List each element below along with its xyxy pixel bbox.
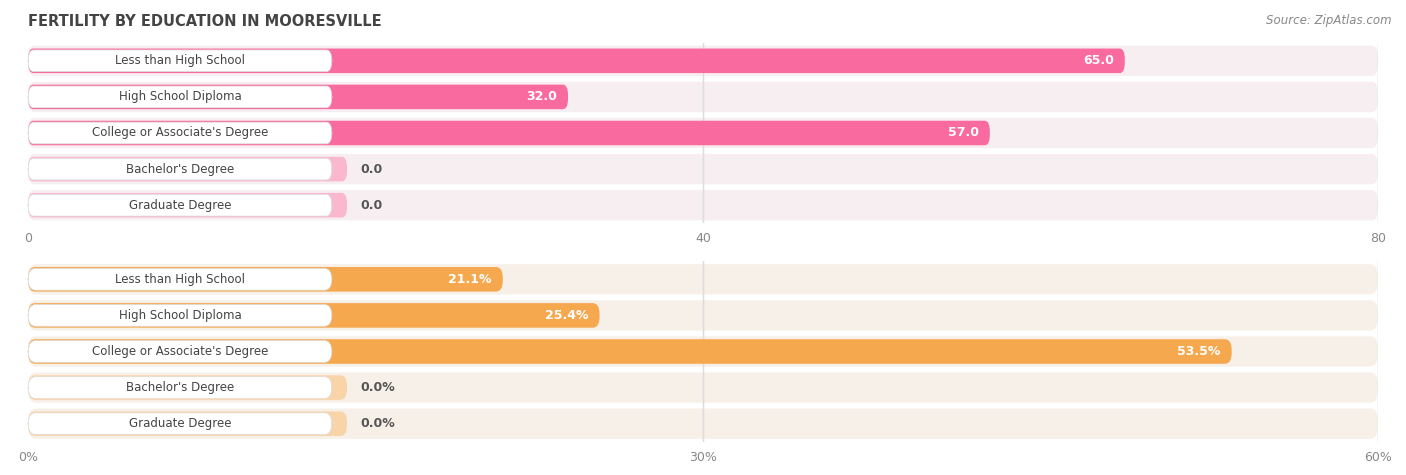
FancyBboxPatch shape [28, 377, 332, 399]
FancyBboxPatch shape [28, 264, 1378, 294]
Text: 0.0%: 0.0% [360, 381, 395, 394]
FancyBboxPatch shape [28, 413, 332, 435]
FancyBboxPatch shape [28, 48, 1125, 73]
FancyBboxPatch shape [28, 122, 332, 144]
FancyBboxPatch shape [28, 121, 990, 145]
Text: 53.5%: 53.5% [1177, 345, 1220, 358]
FancyBboxPatch shape [28, 190, 1378, 220]
FancyBboxPatch shape [28, 339, 1232, 364]
FancyBboxPatch shape [28, 267, 503, 292]
Text: Bachelor's Degree: Bachelor's Degree [127, 162, 233, 176]
Text: 65.0: 65.0 [1083, 54, 1114, 67]
Text: Less than High School: Less than High School [115, 273, 245, 286]
FancyBboxPatch shape [28, 118, 1378, 148]
Text: 0.0%: 0.0% [360, 417, 395, 430]
FancyBboxPatch shape [28, 50, 332, 72]
Text: Bachelor's Degree: Bachelor's Degree [127, 381, 233, 394]
FancyBboxPatch shape [28, 372, 1378, 403]
Text: 57.0: 57.0 [948, 126, 979, 140]
FancyBboxPatch shape [28, 86, 332, 108]
FancyBboxPatch shape [28, 300, 1378, 331]
Text: 0.0: 0.0 [360, 199, 382, 212]
FancyBboxPatch shape [28, 158, 332, 180]
Text: College or Associate's Degree: College or Associate's Degree [91, 345, 269, 358]
Text: High School Diploma: High School Diploma [118, 309, 242, 322]
FancyBboxPatch shape [28, 303, 599, 328]
Text: 32.0: 32.0 [526, 90, 557, 104]
FancyBboxPatch shape [28, 268, 332, 290]
FancyBboxPatch shape [28, 341, 332, 362]
FancyBboxPatch shape [28, 154, 1378, 184]
Text: High School Diploma: High School Diploma [118, 90, 242, 104]
Text: 21.1%: 21.1% [449, 273, 492, 286]
FancyBboxPatch shape [28, 46, 1378, 76]
FancyBboxPatch shape [28, 375, 347, 400]
Text: FERTILITY BY EDUCATION IN MOORESVILLE: FERTILITY BY EDUCATION IN MOORESVILLE [28, 14, 382, 29]
Text: 0.0: 0.0 [360, 162, 382, 176]
FancyBboxPatch shape [28, 336, 1378, 367]
FancyBboxPatch shape [28, 194, 332, 216]
FancyBboxPatch shape [28, 408, 1378, 439]
FancyBboxPatch shape [28, 85, 568, 109]
Text: Source: ZipAtlas.com: Source: ZipAtlas.com [1267, 14, 1392, 27]
Text: Graduate Degree: Graduate Degree [129, 417, 231, 430]
FancyBboxPatch shape [28, 304, 332, 326]
Text: 25.4%: 25.4% [546, 309, 589, 322]
FancyBboxPatch shape [28, 193, 347, 218]
Text: Graduate Degree: Graduate Degree [129, 199, 231, 212]
Text: College or Associate's Degree: College or Associate's Degree [91, 126, 269, 140]
FancyBboxPatch shape [28, 411, 347, 436]
FancyBboxPatch shape [28, 157, 347, 181]
FancyBboxPatch shape [28, 82, 1378, 112]
Text: Less than High School: Less than High School [115, 54, 245, 67]
